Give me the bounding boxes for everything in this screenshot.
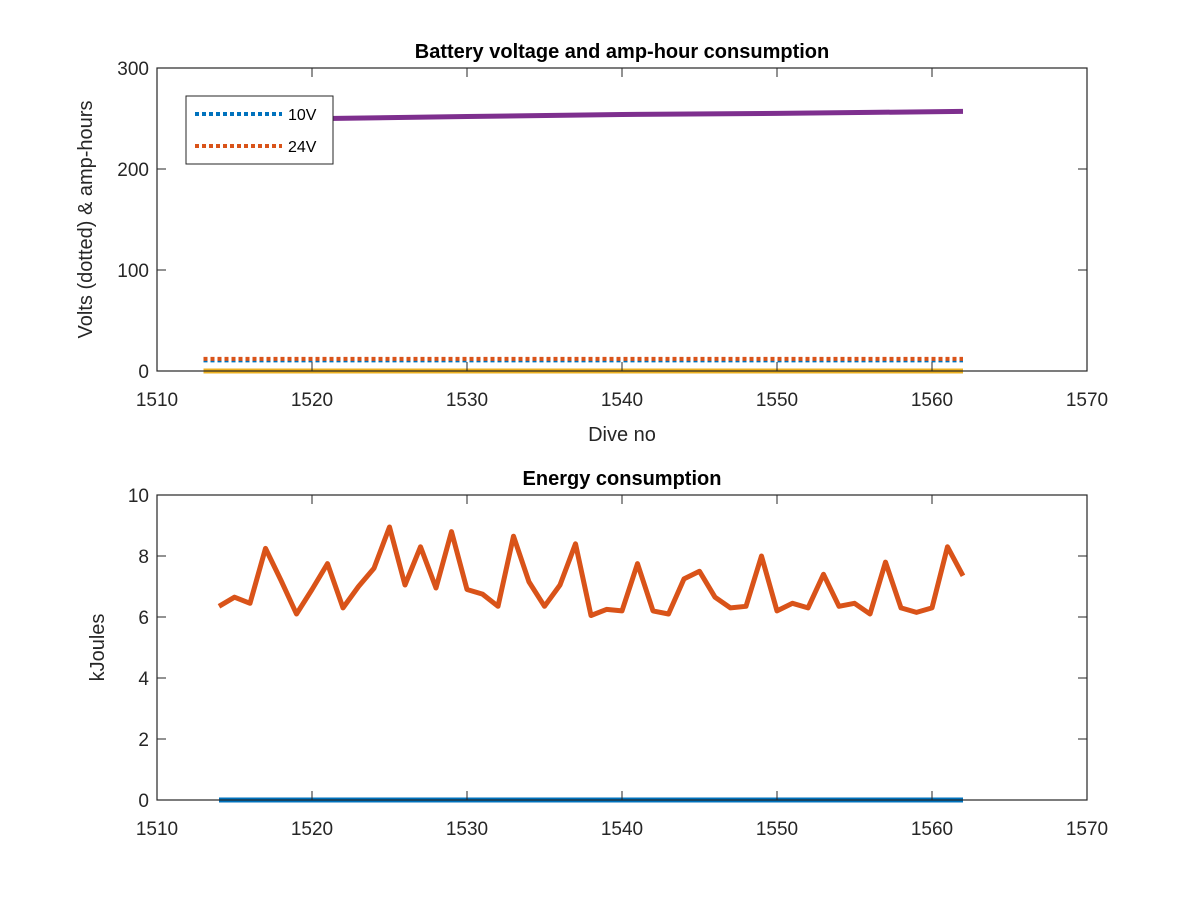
energy-series-line-1 [217,524,966,618]
energy-y-tick-label: 4 [138,669,149,690]
battery-y-tick-label: 100 [117,261,149,282]
battery-y-tick-label: 300 [117,59,149,80]
energy-y-tick-label: 8 [138,547,149,568]
battery-x-tick-label: 1570 [1066,390,1108,411]
energy-y-axis-label: kJoules [87,614,109,682]
battery-x-tick-label: 1540 [601,390,643,411]
energy-x-tick-label: 1510 [136,819,178,840]
legend-label-24v: 24V [288,139,317,156]
battery-x-tick-label: 1550 [756,390,798,411]
energy-y-tick-label: 0 [138,791,149,812]
energy-x-tick-label: 1540 [601,819,643,840]
battery-series-line-3 [327,108,964,121]
energy-x-tick-label: 1520 [291,819,333,840]
energy-plot-area [157,495,1087,800]
energy-chart-title: Energy consumption [523,468,722,490]
energy-y-tick-label: 10 [128,486,149,507]
battery-legend: 10V 24V [185,95,334,165]
battery-y-axis-label: Volts (dotted) & amp-hours [75,101,97,339]
battery-x-tick-label: 1560 [911,390,953,411]
energy-consumption-plot: 1510 1520 1530 1540 1550 1560 1570 0 2 4 6 8 10 Ener… [87,468,1108,840]
battery-x-tick-label: 1510 [136,390,178,411]
battery-voltage-plot: 1510 1520 1530 1540 1550 1560 1570 0 100 200 300 B… [75,41,1108,446]
battery-y-tick-label: 200 [117,160,149,181]
energy-x-tick-label: 1530 [446,819,488,840]
legend-box [185,95,334,165]
battery-x-tick-label: 1530 [446,390,488,411]
energy-x-tick-label: 1570 [1066,819,1108,840]
energy-y-tick-label: 2 [138,730,149,751]
battery-x-tick-label: 1520 [291,390,333,411]
energy-y-tick-label: 6 [138,608,149,629]
energy-x-tick-label: 1560 [911,819,953,840]
battery-chart-title: Battery voltage and amp-hour consumption [415,41,829,63]
legend-label-10v: 10V [288,107,317,124]
battery-ticks-layer: 1510 1520 1530 1540 1550 1560 1570 0 100 200 300 [117,59,1108,411]
battery-x-axis-label: Dive no [588,424,656,446]
battery-y-tick-label: 0 [138,362,149,383]
energy-ticks-layer: 1510 1520 1530 1540 1550 1560 1570 0 2 4 6 8 10 [128,486,1108,840]
energy-x-tick-label: 1550 [756,819,798,840]
